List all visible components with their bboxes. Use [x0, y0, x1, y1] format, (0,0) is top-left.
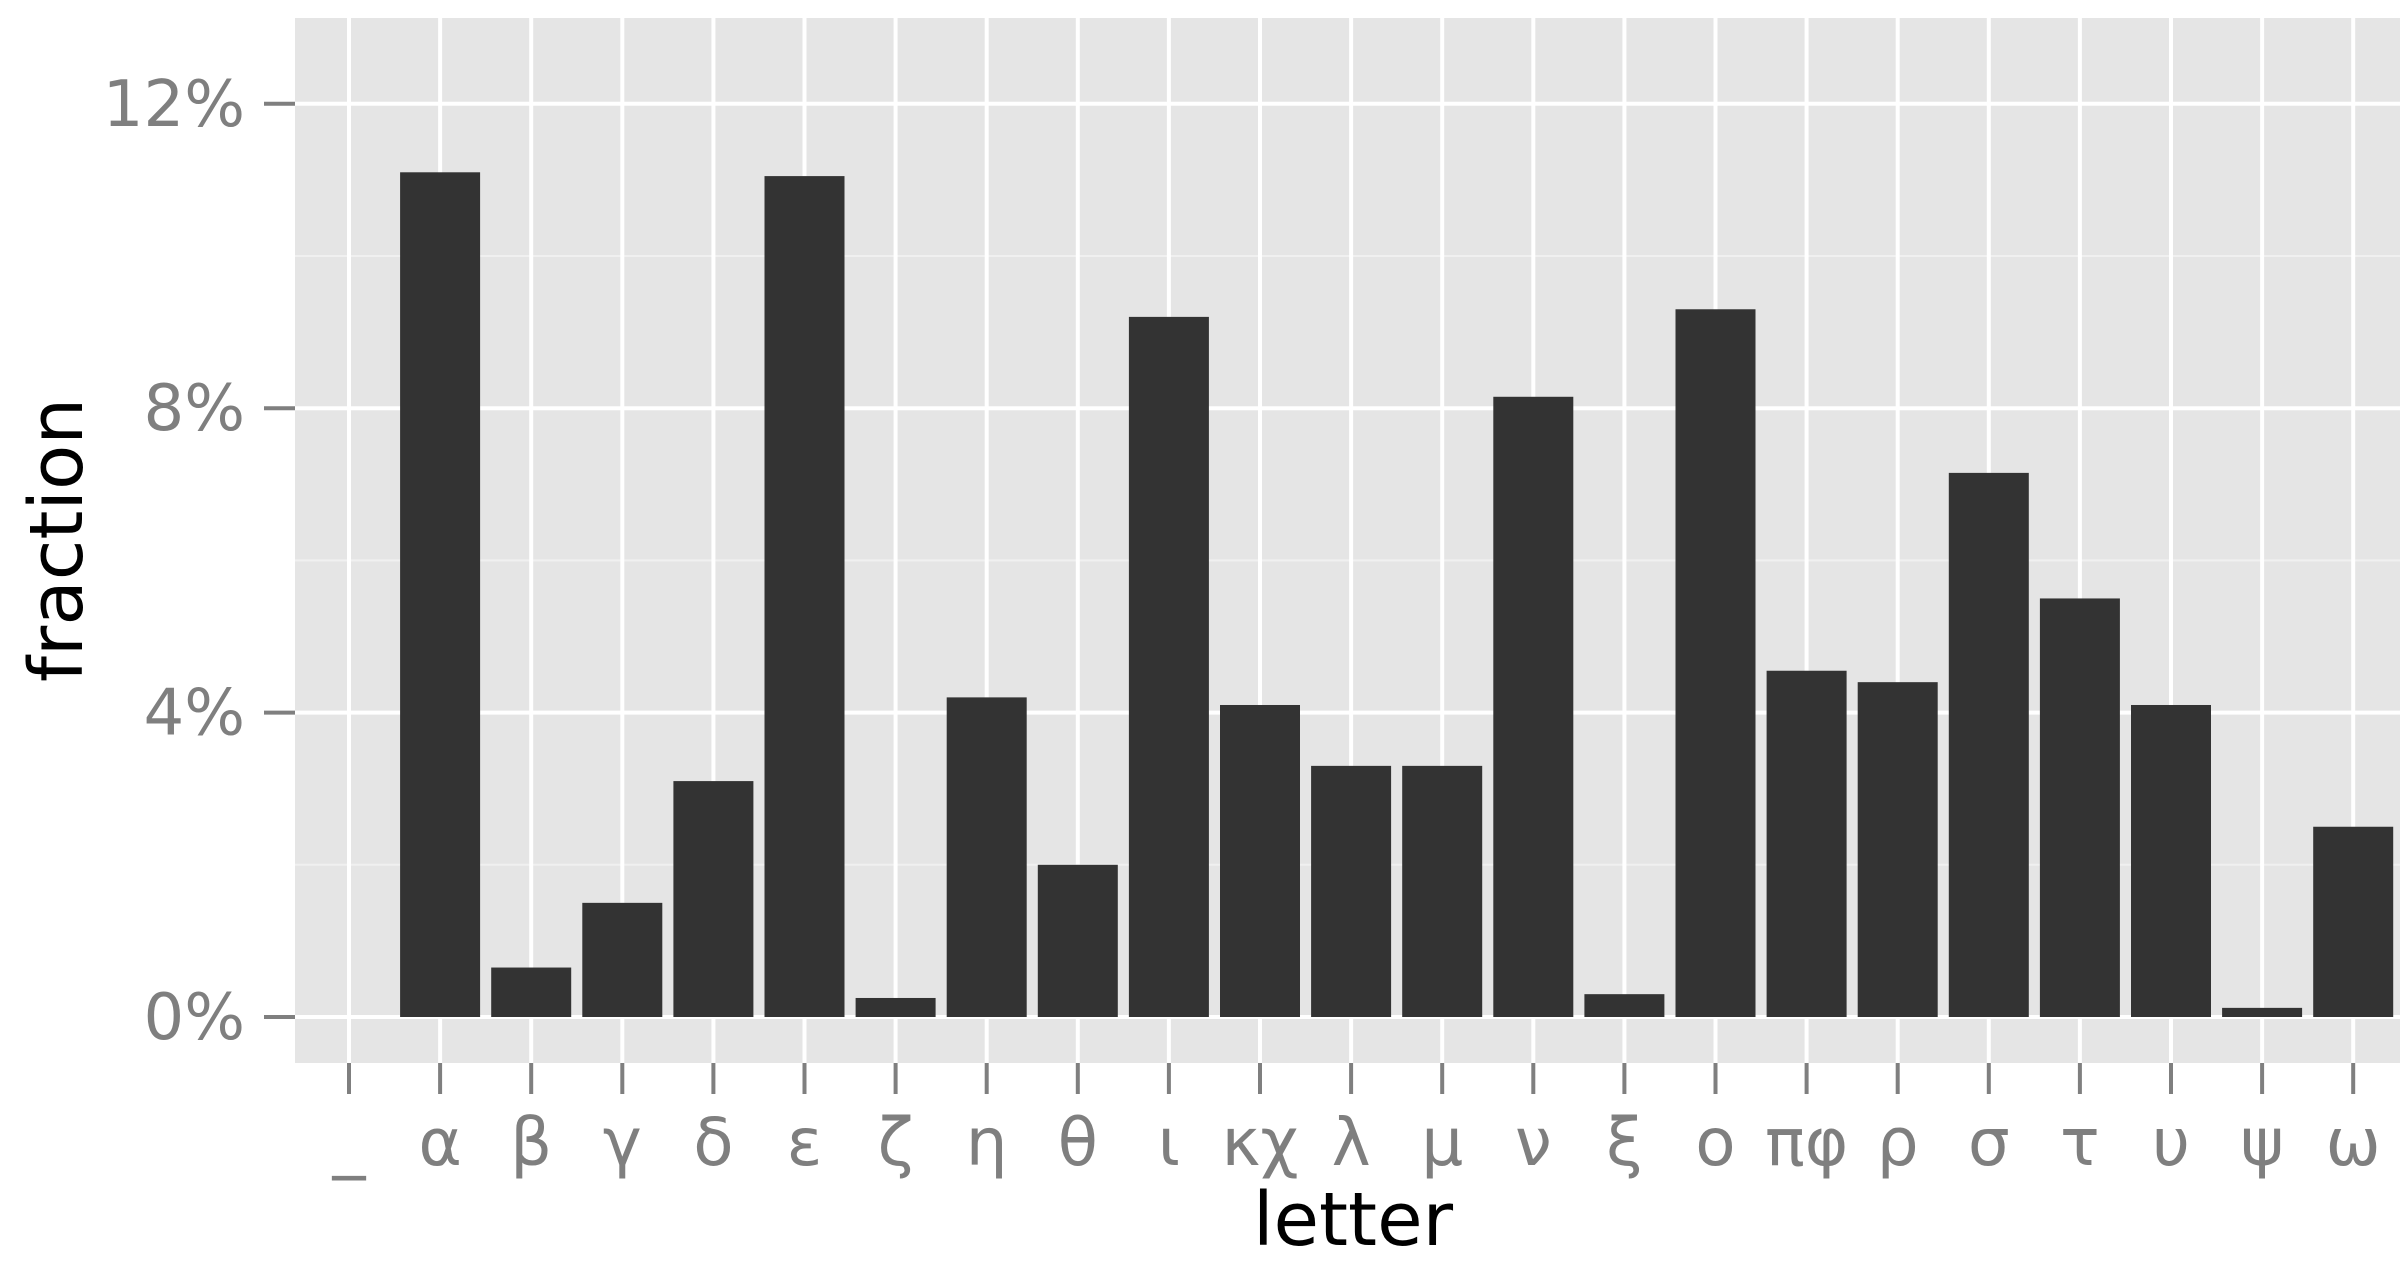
y-tick-label: 4%: [143, 677, 245, 751]
x-tick-label: δ: [693, 1104, 733, 1181]
x-tick-label: ε: [787, 1104, 823, 1181]
bar-ο: [1675, 309, 1756, 1017]
x-tick-label: ο: [1695, 1104, 1735, 1181]
bar-θ: [1037, 864, 1118, 1017]
y-axis-title: fraction: [14, 398, 100, 682]
y-tick-label: 8%: [143, 372, 245, 446]
x-tick-label: α: [418, 1104, 462, 1181]
x-axis-title: letter: [1253, 1177, 1454, 1263]
x-axis: _ α β γ δ ε ζ η θ ι κχ λ μ ν ξ ο πφ ρ σ τ υ ψ ω: [332, 1063, 2381, 1181]
x-tick-label: πφ: [1765, 1104, 1848, 1181]
x-tick-label: λ: [1332, 1104, 1371, 1181]
bar-πφ: [1766, 670, 1847, 1017]
y-tick-label: 0%: [143, 981, 245, 1055]
x-tick-label: η: [966, 1104, 1008, 1181]
x-tick-label: γ: [603, 1104, 642, 1181]
x-tick-label: ι: [1158, 1104, 1180, 1181]
bar-υ: [2131, 704, 2211, 1017]
x-tick-label: ρ: [1877, 1104, 1919, 1181]
bar-ξ: [1584, 994, 1665, 1017]
bar-μ: [1402, 765, 1483, 1017]
bar-ε: [764, 176, 845, 1018]
bar-δ: [673, 781, 754, 1017]
x-tick-label: τ: [2060, 1104, 2100, 1181]
bar-ω: [2313, 826, 2394, 1017]
x-tick-label: ω: [2326, 1104, 2381, 1181]
bar-λ: [1311, 765, 1392, 1017]
x-tick-label: ζ: [878, 1104, 914, 1181]
bar-τ: [2039, 598, 2120, 1017]
x-tick-label: θ: [1058, 1104, 1098, 1181]
bar-γ: [582, 902, 663, 1017]
x-tick-label: ψ: [2240, 1104, 2284, 1181]
x-tick-label: _: [332, 1104, 367, 1181]
bar-σ: [1948, 472, 2029, 1017]
x-tick-label: ξ: [1606, 1104, 1643, 1181]
bar-η: [946, 697, 1027, 1017]
bar-α: [400, 172, 481, 1018]
bar-ψ: [2222, 1007, 2303, 1017]
x-tick-label: ν: [1515, 1104, 1552, 1181]
bar-ζ: [855, 997, 936, 1017]
bar-ι: [1128, 316, 1209, 1017]
x-tick-label: υ: [2152, 1104, 2190, 1181]
bar-κχ: [1220, 704, 1300, 1017]
y-tick-label: 12%: [103, 68, 245, 142]
bar-β: [491, 967, 572, 1017]
x-tick-label: σ: [1968, 1104, 2010, 1181]
x-tick-label: κχ: [1221, 1104, 1298, 1181]
bar-ν: [1493, 396, 1574, 1017]
bars: [400, 172, 2394, 1018]
bar-ρ: [1857, 682, 1938, 1017]
x-tick-label: β: [510, 1104, 552, 1181]
x-tick-label: μ: [1421, 1104, 1463, 1181]
y-axis: 0% 4% 8% 12%: [103, 68, 295, 1055]
